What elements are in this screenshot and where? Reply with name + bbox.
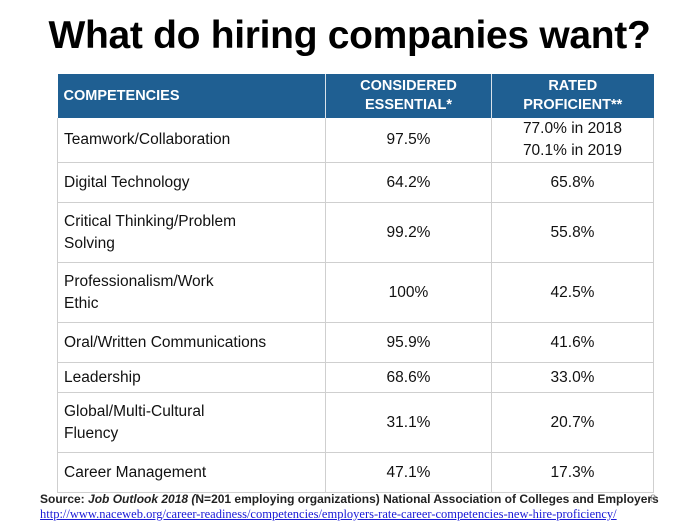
table-row: Leadership 68.6% 33.0% bbox=[57, 362, 654, 393]
cell-competency: Teamwork/Collaboration bbox=[57, 118, 326, 163]
cell-proficient: 17.3% bbox=[491, 452, 654, 493]
table-row: Professionalism/Work Ethic 100% 42.5% bbox=[57, 262, 654, 323]
table-row: Critical Thinking/Problem Solving 99.2% … bbox=[57, 202, 654, 263]
cell-competency: Global/Multi-Cultural Fluency bbox=[57, 392, 326, 453]
cell-essential: 100% bbox=[325, 262, 492, 323]
source-citation: Source: Job Outlook 2018 (N=201 employin… bbox=[40, 492, 659, 506]
cell-essential: 99.2% bbox=[325, 202, 492, 263]
competency-text-line2: Fluency bbox=[64, 424, 119, 442]
cell-essential: 68.6% bbox=[325, 362, 492, 393]
cell-proficient: 42.5% bbox=[491, 262, 654, 323]
cell-proficient: 41.6% bbox=[491, 322, 654, 363]
header-competencies: COMPETENCIES bbox=[57, 74, 326, 118]
slide-title: What do hiring companies want? bbox=[48, 14, 651, 57]
table-row: Career Management 47.1% 17.3% bbox=[57, 452, 654, 493]
source-url-link[interactable]: http://www.naceweb.org/career-readiness/… bbox=[40, 507, 617, 521]
cell-competency: Leadership bbox=[57, 362, 326, 393]
table-row: Global/Multi-Cultural Fluency 31.1% 20.7… bbox=[57, 392, 654, 453]
cell-essential: 95.9% bbox=[325, 322, 492, 363]
table-header-row: COMPETENCIES CONSIDERED ESSENTIAL* RATED… bbox=[57, 74, 654, 118]
cell-essential: 47.1% bbox=[325, 452, 492, 493]
cell-proficient: 55.8% bbox=[491, 202, 654, 263]
cell-competency: Digital Technology bbox=[57, 162, 326, 203]
cell-competency: Critical Thinking/Problem Solving bbox=[57, 202, 326, 263]
competency-text: Global/Multi-Cultural bbox=[64, 402, 205, 420]
cell-essential: 64.2% bbox=[325, 162, 492, 203]
header-essential-line1: CONSIDERED bbox=[360, 78, 457, 94]
page-number: 8 bbox=[650, 493, 657, 505]
header-essential-line2: ESSENTIAL* bbox=[364, 97, 452, 113]
cell-competency: Career Management bbox=[57, 452, 326, 493]
competency-text: Professionalism/Work bbox=[64, 272, 214, 290]
source-detail: N=201 employing organizations) National … bbox=[195, 492, 659, 506]
header-rated-proficient: RATED PROFICIENT** bbox=[491, 74, 654, 118]
cell-proficient: 33.0% bbox=[491, 362, 654, 393]
cell-essential: 31.1% bbox=[325, 392, 492, 453]
competency-text-line2: Solving bbox=[64, 234, 115, 252]
competency-text: Teamwork/Collaboration bbox=[64, 131, 231, 148]
competency-text: Critical Thinking/Problem bbox=[64, 212, 236, 230]
competency-text-line2: Ethic bbox=[64, 294, 99, 312]
cell-essential: 97.5% bbox=[325, 118, 492, 163]
cell-competency: Oral/Written Communications bbox=[57, 322, 326, 363]
proficient-2019: 70.1% in 2019 bbox=[522, 142, 623, 159]
table-row: Oral/Written Communications 95.9% 41.6% bbox=[57, 322, 654, 363]
cell-proficient: 77.0% in 2018 70.1% in 2019 bbox=[491, 118, 654, 163]
cell-proficient: 65.8% bbox=[491, 162, 654, 203]
competencies-table: COMPETENCIES CONSIDERED ESSENTIAL* RATED… bbox=[57, 74, 654, 493]
source-publication: Job Outlook 2018 ( bbox=[88, 492, 196, 506]
table-row: Digital Technology 64.2% 65.8% bbox=[57, 162, 654, 203]
cell-competency: Professionalism/Work Ethic bbox=[57, 262, 326, 323]
table-row: Teamwork/Collaboration 97.5% 77.0% in 20… bbox=[57, 118, 654, 163]
source-label: Source: bbox=[40, 492, 85, 506]
header-considered-essential: CONSIDERED ESSENTIAL* bbox=[325, 74, 492, 118]
cell-proficient: 20.7% bbox=[491, 392, 654, 453]
proficient-2018: 77.0% in 2018 bbox=[522, 120, 623, 137]
